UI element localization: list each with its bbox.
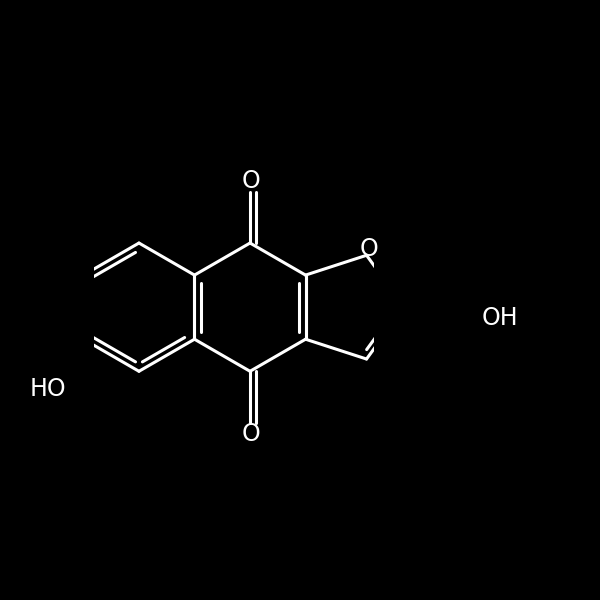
- Text: HO: HO: [29, 377, 66, 401]
- Text: O: O: [242, 169, 260, 193]
- Text: O: O: [359, 237, 378, 261]
- Text: OH: OH: [482, 306, 518, 330]
- Text: O: O: [242, 422, 260, 446]
